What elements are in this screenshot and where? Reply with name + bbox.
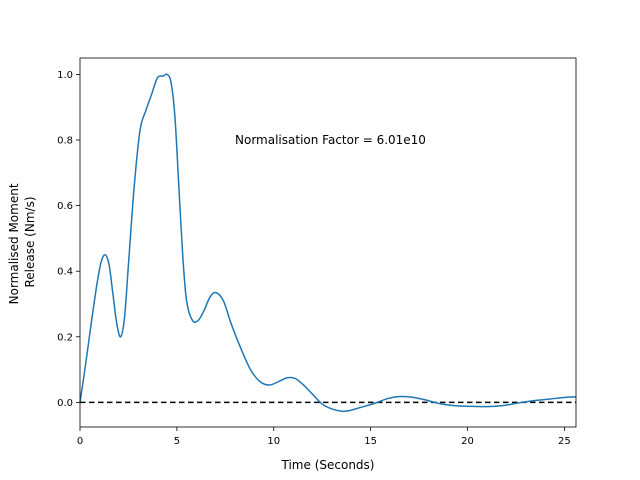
plot-frame — [79, 57, 577, 428]
y-tick-label: 0.6 — [57, 201, 73, 212]
y-tick-label: 0.0 — [57, 398, 73, 409]
y-axis-label-line-1: Normalised Moment — [7, 183, 21, 304]
y-tick-label: 0.2 — [57, 332, 73, 343]
x-tick-label: 20 — [461, 436, 474, 447]
y-axis-label: Normalised Moment Release (Nm/s) — [7, 180, 37, 305]
axis-ticks: 0 5 10 15 20 25 0.0 0.2 0.4 0.6 0.8 1.0 — [57, 70, 571, 447]
x-tick-label: 5 — [174, 436, 180, 447]
x-tick-label: 15 — [364, 436, 377, 447]
x-tick-label: 10 — [267, 436, 280, 447]
x-axis-label: Time (Seconds) — [281, 458, 375, 472]
y-tick-label: 0.4 — [57, 267, 73, 278]
x-tick-label: 0 — [77, 436, 83, 447]
series-line — [79, 73, 577, 413]
normalisation-annotation: Normalisation Factor = 6.01e10 — [235, 133, 426, 147]
y-tick-label: 1.0 — [57, 70, 73, 81]
y-axis-label-line-2: Release (Nm/s) — [23, 196, 37, 287]
x-tick-label: 25 — [558, 436, 571, 447]
y-tick-label: 0.8 — [57, 136, 73, 147]
